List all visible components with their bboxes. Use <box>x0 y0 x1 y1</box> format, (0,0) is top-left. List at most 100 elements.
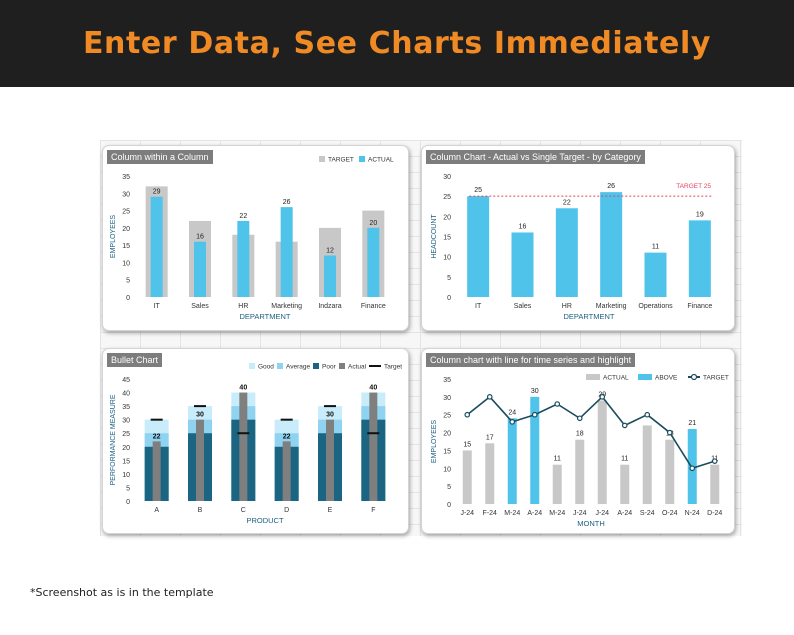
x-tick-label: M-24 <box>549 510 565 517</box>
x-tick-label: O-24 <box>662 510 678 517</box>
actual-bar <box>282 441 291 501</box>
above-bar <box>507 418 517 504</box>
legend-label: ACTUAL <box>368 157 394 164</box>
target-point <box>464 411 471 418</box>
data-label: 30 <box>326 412 334 419</box>
x-tick-label: E <box>328 507 333 514</box>
banner-title: Enter Data, See Charts Immediately <box>82 26 712 61</box>
y-tick-label: 0 <box>126 295 130 302</box>
data-label: 18 <box>576 431 584 438</box>
target-label: TARGET 25 <box>676 183 711 190</box>
legend-swatch <box>339 363 345 369</box>
y-tick-label: 35 <box>122 404 130 411</box>
data-label: 22 <box>153 433 161 440</box>
target-point <box>689 465 696 472</box>
x-tick-label: Indzara <box>318 303 341 310</box>
x-tick-label: B <box>198 507 203 514</box>
headcount-bar <box>467 196 490 297</box>
chart-title: Bullet Chart <box>107 353 163 367</box>
data-label: 25 <box>474 187 482 194</box>
y-axis-title: EMPLOYEES <box>431 420 438 464</box>
legend-label: ABOVE <box>655 375 678 382</box>
x-tick-label: Operations <box>638 303 673 310</box>
legend-label: TARGET <box>328 157 354 164</box>
y-tick-label: 15 <box>122 243 130 250</box>
actual-bar <box>620 464 630 504</box>
data-label: 17 <box>486 434 494 441</box>
legend-swatch <box>319 156 325 162</box>
x-tick-label: D-24 <box>707 510 722 517</box>
x-axis-title: PRODUCT <box>246 516 284 525</box>
y-tick-label: 5 <box>447 484 451 491</box>
actual-bar <box>280 207 293 297</box>
actual-bar <box>462 450 472 504</box>
x-tick-label: F-24 <box>483 510 498 517</box>
y-tick-label: 25 <box>443 413 451 420</box>
y-tick-label: 40 <box>122 391 130 398</box>
data-label: 40 <box>239 385 247 392</box>
y-tick-label: 45 <box>122 377 130 384</box>
y-tick-label: 20 <box>122 445 130 452</box>
x-tick-label: IT <box>475 303 482 310</box>
target-point <box>554 401 561 407</box>
data-label: 22 <box>283 433 291 440</box>
data-label: 29 <box>153 189 161 196</box>
y-tick-label: 0 <box>447 502 451 509</box>
headcount-bar <box>688 220 711 297</box>
legend-label: Actual <box>348 364 367 371</box>
target-point <box>644 411 651 418</box>
y-tick-label: 20 <box>122 226 130 233</box>
data-label: 30 <box>531 388 539 395</box>
x-tick-label: Sales <box>191 303 209 310</box>
data-label: 15 <box>463 441 471 448</box>
x-tick-label: Marketing <box>596 303 627 310</box>
actual-bar <box>710 464 720 504</box>
y-tick-label: 30 <box>443 174 451 181</box>
y-tick-label: 10 <box>122 472 130 479</box>
x-tick-label: IT <box>154 303 161 310</box>
actual-bar <box>324 255 336 297</box>
y-axis-title: PERFORMANCE MEASURE <box>110 394 117 485</box>
legend-label: Poor <box>322 364 337 371</box>
target-point <box>599 394 606 400</box>
y-tick-label: 5 <box>126 278 130 285</box>
chart-title: Column Chart - Actual vs Single Target -… <box>426 150 645 164</box>
y-tick-label: 25 <box>443 194 451 201</box>
chart-card-single-target: 0 5 10 15 20 25 30 IT Sales HR Marketing Operations… <box>421 145 735 331</box>
data-label: 16 <box>519 223 527 230</box>
legend-label: Average <box>286 364 310 371</box>
target-marker <box>324 405 336 408</box>
y-tick-label: 15 <box>122 458 130 465</box>
target-point <box>531 411 538 418</box>
target-marker <box>280 418 293 421</box>
data-label: 11 <box>652 244 659 251</box>
x-tick-label: HR <box>238 303 248 310</box>
target-point <box>711 458 718 464</box>
headcount-bar <box>511 232 534 297</box>
x-tick-label: Finance <box>687 303 712 310</box>
data-label: 21 <box>688 420 696 427</box>
x-tick-label: M-24 <box>504 510 520 517</box>
y-tick-label: 0 <box>126 499 130 506</box>
actual-bar <box>597 400 607 504</box>
headcount-bar <box>555 208 578 297</box>
y-tick-label: 25 <box>122 209 130 216</box>
data-label: 19 <box>696 211 704 218</box>
actual-bar <box>642 425 652 504</box>
x-tick-label: D <box>284 507 289 514</box>
time-series-column-line-chart: 0 5 10 15 20 25 30 35 J-24 F-24 M-24 A-24 M-24 J-24 J-… <box>431 373 729 528</box>
y-tick-label: 20 <box>443 431 451 438</box>
target-marker <box>237 432 250 435</box>
data-label: 22 <box>239 213 247 220</box>
target-point <box>666 429 673 436</box>
headcount-bar <box>600 192 623 297</box>
x-axis-title: MONTH <box>577 519 605 528</box>
y-tick-label: 0 <box>447 295 451 302</box>
chart-title: Column chart with line for time series a… <box>426 353 636 367</box>
legend-swatch <box>586 374 600 380</box>
actual-bar <box>239 392 248 501</box>
actual-bar <box>152 441 161 501</box>
y-axis-title: EMPLOYEES <box>110 215 117 259</box>
target-line <box>466 395 715 470</box>
legend-label: ACTUAL <box>603 375 629 382</box>
